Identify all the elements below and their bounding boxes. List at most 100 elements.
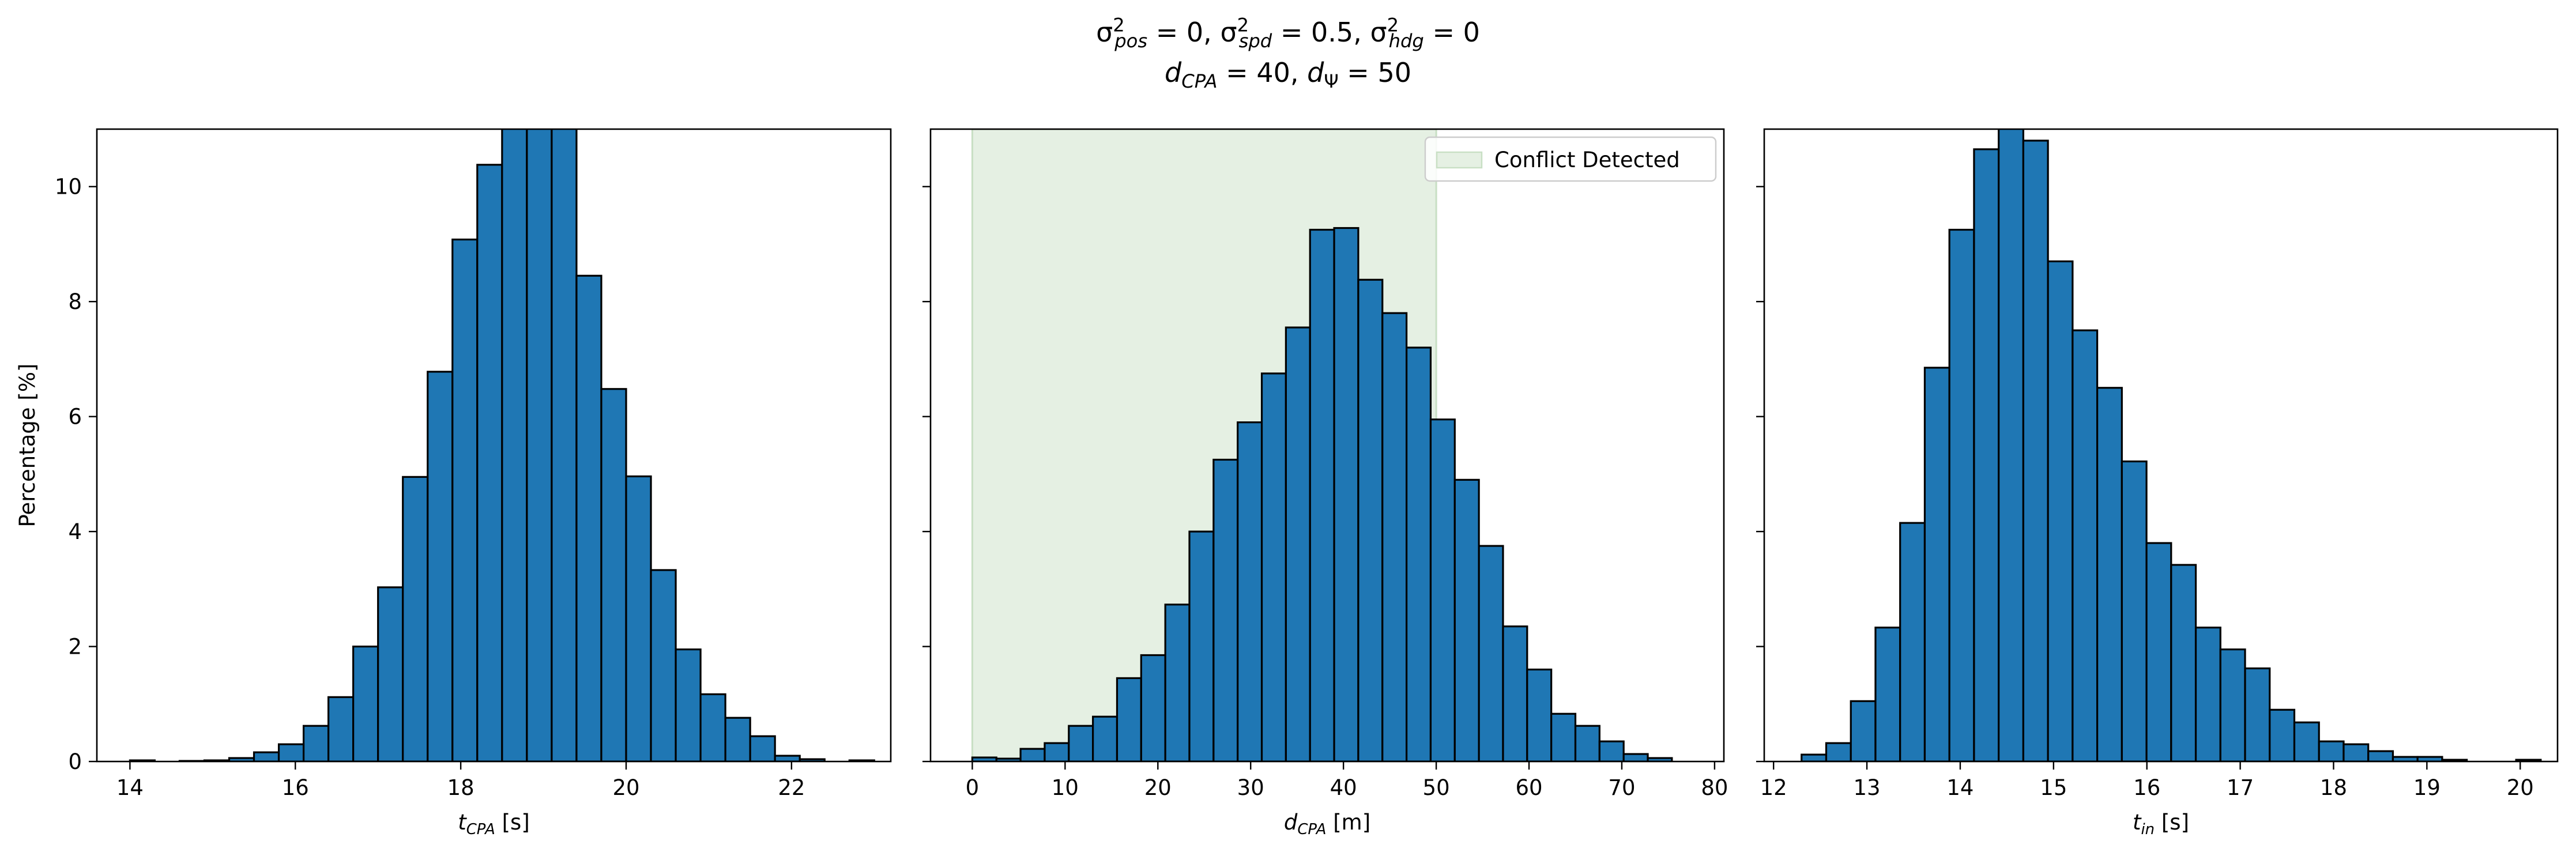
histogram-bar: [1357, 278, 1384, 761]
histogram-bar: [1092, 715, 1118, 761]
histogram-bar: [253, 751, 280, 761]
histogram-bar: [575, 274, 602, 761]
histogram-bar: [749, 735, 776, 761]
legend-label: Conflict Detected: [1494, 148, 1680, 172]
histogram-bar: [1598, 740, 1625, 761]
title-line-1-part: spd: [1239, 30, 1272, 52]
x-tick-label: 14: [1946, 775, 1974, 800]
histogram-bar: [377, 586, 404, 761]
histogram-bar: [1068, 725, 1094, 761]
x-tick-label: 12: [1760, 775, 1787, 800]
histogram-bar: [1801, 753, 1828, 761]
histogram-bar: [1948, 228, 1975, 761]
title-line-1-part: 2: [1113, 14, 1124, 36]
x-tick-label: 16: [282, 775, 309, 800]
x-tick-label: 20: [612, 775, 639, 800]
histogram-bar: [1874, 627, 1901, 761]
x-tick-label: 50: [1423, 775, 1450, 800]
x-tick-label: 20: [2507, 775, 2534, 800]
histogram-bar: [1622, 753, 1649, 761]
plot-area: [129, 129, 875, 761]
y-tick-label: 10: [55, 175, 82, 199]
histogram-bar: [1044, 742, 1070, 761]
histogram-bar: [2293, 721, 2320, 761]
histogram-bar: [1260, 372, 1287, 761]
x-axis-label-part: CPA: [1297, 821, 1326, 838]
panel-dcpa: 0 10 20 30 40 50 60 70 80 dCPA [m] Conflict Detect…: [922, 128, 1728, 838]
histogram-bar: [1406, 346, 1432, 761]
axes-frame: [929, 128, 1725, 763]
x-tick-label: 0: [966, 775, 980, 800]
title-line-2: dCPA = 40, dΨ = 50: [1165, 57, 1411, 92]
histogram-bar: [2367, 750, 2394, 761]
panel-tin: 12 13 14 15 16 17 18 19 20 tin [s]: [1756, 128, 2559, 838]
histogram-bar: [2244, 667, 2271, 761]
histogram-bar: [1526, 668, 1553, 761]
histogram-bar: [501, 129, 528, 761]
histogram-bar: [2269, 708, 2296, 761]
title-line-2-part: = 40,: [1218, 57, 1308, 88]
x-tick-label: 60: [1515, 775, 1542, 800]
x-tick-label: 10: [1052, 775, 1079, 800]
x-axis-label-part: [s]: [2155, 810, 2189, 835]
histogram-bar: [1429, 419, 1456, 761]
histogram-bar: [600, 388, 627, 761]
histogram-bar: [774, 755, 801, 761]
axes-frame: [96, 128, 892, 763]
title-line-1-part: σ: [1096, 17, 1113, 48]
x-tick-label: 18: [447, 775, 474, 800]
x-tick-label: 20: [1144, 775, 1172, 800]
histogram-bar: [699, 693, 726, 761]
histogram-bar: [2194, 627, 2221, 761]
y-tick-label: 4: [68, 519, 82, 544]
title-line-1-part: σ: [1370, 17, 1387, 48]
histogram-bar: [1973, 148, 2000, 761]
title-line-2-part: d: [1307, 57, 1324, 88]
histogram-bar: [650, 569, 677, 761]
title-line-1-part: = 0: [1424, 17, 1480, 48]
legend-swatch: [1436, 151, 1483, 169]
x-tick-label: 13: [1854, 775, 1881, 800]
title-line-1-part: pos: [1114, 30, 1147, 52]
x-tick-label: 14: [116, 775, 144, 800]
title-line-2-part: d: [1165, 57, 1182, 88]
histogram-bar: [625, 475, 652, 761]
histogram-bar: [1923, 367, 1950, 761]
title-line-1: σ2 pos = 0, σ2 spd = 0.5, σ2 hdg = 0: [1096, 14, 1480, 52]
title-line-2-part: = 50: [1339, 57, 1411, 88]
x-axis-label-part: t: [2133, 810, 2142, 835]
title-line-2-part: Ψ: [1324, 70, 1338, 92]
x-tick-label: 80: [1701, 775, 1728, 800]
histogram-bar: [451, 238, 479, 761]
histogram-bar: [1019, 748, 1046, 761]
histogram-bar: [1478, 545, 1504, 761]
x-tick-label: 15: [2040, 775, 2067, 800]
y-tick-label: 2: [68, 635, 82, 659]
histogram-bar: [302, 725, 330, 761]
histogram-bar: [1453, 478, 1480, 761]
histogram-bar: [1825, 742, 1852, 761]
y-tick-label: 0: [68, 749, 82, 774]
x-tick-label: 30: [1237, 775, 1264, 800]
x-axis-label: tin [s]: [2133, 810, 2189, 838]
histogram-bar: [2047, 260, 2074, 761]
histogram-bar: [1237, 421, 1263, 761]
histogram-bar: [1574, 725, 1600, 761]
histogram-bar: [1502, 625, 1528, 761]
x-axis-label-part: d: [1284, 810, 1298, 835]
histogram-bar: [2096, 387, 2123, 761]
x-tick-label: 70: [1608, 775, 1635, 800]
plot-area: [1801, 129, 2542, 761]
histogram-bar: [402, 476, 429, 761]
histogram-bar: [551, 129, 578, 761]
histogram-bar: [1333, 227, 1359, 761]
y-tick-label: 6: [68, 405, 82, 429]
title-line-1-part: = 0.5,: [1272, 17, 1370, 48]
plot-area: [971, 129, 1673, 761]
title-line-1-part: = 0,: [1147, 17, 1220, 48]
histogram-bar: [2145, 542, 2172, 761]
legend-box: [1424, 136, 1717, 182]
histogram-bar: [327, 696, 355, 761]
histogram-bar: [1998, 129, 2024, 761]
